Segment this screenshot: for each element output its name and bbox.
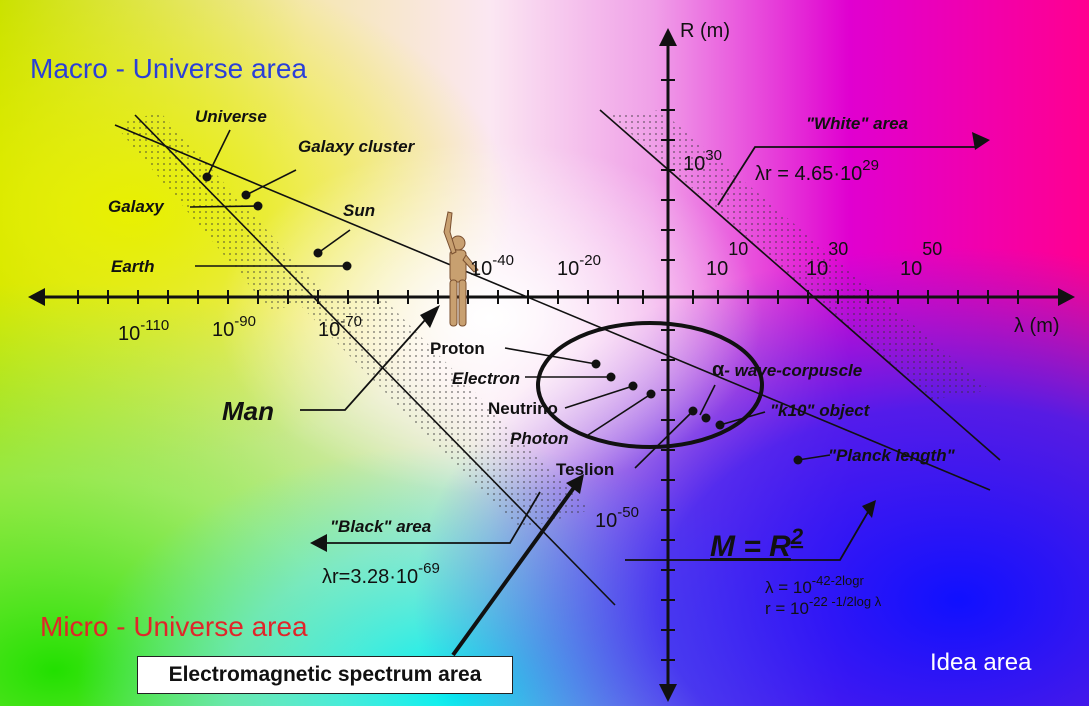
main-scale-line bbox=[114, 124, 991, 491]
k10-label: "k10" object bbox=[770, 401, 871, 420]
wave-corpuscle-label: α- wave-corpuscle bbox=[712, 359, 862, 381]
x-axis-ticks bbox=[77, 290, 1019, 304]
mass-formula: M = R2 bbox=[710, 524, 804, 563]
x-tick-neg-70: 10-70 bbox=[318, 313, 362, 341]
galaxy-cluster-label: Galaxy cluster bbox=[298, 137, 416, 156]
white-area-formula: λr = 4.65·1029 bbox=[755, 157, 879, 185]
white-area-label: "White" area bbox=[806, 114, 908, 133]
axes bbox=[28, 28, 1075, 702]
earth-label: Earth bbox=[111, 257, 154, 276]
electron-label: Electron bbox=[452, 369, 520, 388]
white-dotted-band bbox=[610, 110, 990, 400]
universe-label: Universe bbox=[195, 107, 267, 126]
y-tick-top: 1030 bbox=[683, 147, 722, 175]
electromagnetic-ellipse bbox=[536, 321, 764, 449]
x-axis-arrow-left bbox=[28, 288, 45, 306]
black-area-label: "Black" area bbox=[330, 517, 431, 536]
y-axis-arrow-down bbox=[659, 684, 677, 702]
lambda-formula: λ = 10-42-2logr bbox=[765, 573, 864, 597]
black-dotted-band bbox=[295, 300, 590, 530]
black-area-arrow bbox=[310, 534, 327, 552]
micro-area-label: Micro - Universe area bbox=[40, 611, 308, 642]
x-axis-arrow-right bbox=[1058, 288, 1075, 306]
white-area-arrow bbox=[972, 132, 990, 150]
galaxy-label: Galaxy bbox=[108, 197, 165, 216]
pointer-lines bbox=[189, 129, 831, 469]
em-callout-arrow-line bbox=[451, 480, 580, 657]
man-pointer-arrow bbox=[420, 305, 440, 328]
man-pointer-line bbox=[300, 319, 426, 411]
x-tick-neg-110: 10-110 bbox=[118, 317, 169, 345]
diagonal-lines bbox=[114, 109, 1001, 606]
y-tick-bottom: 10-50 bbox=[595, 504, 639, 532]
y-axis-ticks bbox=[661, 79, 675, 661]
macro-dotted-band bbox=[115, 112, 330, 310]
dotted-bands bbox=[115, 110, 990, 530]
sun-label: Sun bbox=[343, 201, 375, 220]
idea-area-label: Idea area bbox=[930, 649, 1032, 676]
man-figure bbox=[443, 211, 479, 327]
macro-area-label: Macro - Universe area bbox=[30, 53, 307, 84]
mass-formula-arrow bbox=[862, 500, 876, 518]
white-boundary-line bbox=[599, 109, 1001, 461]
em-callout-arrow-head bbox=[566, 474, 584, 494]
x-tick-neg-40: 10-40 bbox=[470, 252, 514, 280]
mass-formula-line bbox=[625, 511, 869, 561]
black-area-line bbox=[320, 491, 541, 544]
teslion-label: Teslion bbox=[556, 460, 614, 479]
x-tick-pos-30: 1030 bbox=[806, 239, 848, 280]
white-area-line bbox=[717, 146, 975, 206]
black-boundary-line bbox=[134, 114, 616, 606]
proton-label: Proton bbox=[430, 339, 485, 358]
x-tick-neg-20: 10-20 bbox=[557, 252, 601, 280]
x-tick-pos-10: 1010 bbox=[706, 239, 748, 280]
black-area-formula: λr=3.28·10-69 bbox=[322, 560, 440, 588]
y-axis-arrow-up bbox=[659, 28, 677, 46]
neutrino-label: Neutrino bbox=[488, 399, 558, 418]
x-tick-pos-50: 1050 bbox=[900, 239, 942, 280]
planck-label: "Planck length" bbox=[828, 446, 956, 465]
r-formula: r = 10-22 -1/2log λ bbox=[765, 594, 882, 618]
photon-label: Photon bbox=[510, 429, 569, 448]
x-axis-label: λ (m) bbox=[1014, 315, 1060, 337]
man-label: Man bbox=[222, 396, 274, 426]
electromagnetic-spectrum-callout: Electromagnetic spectrum area bbox=[137, 656, 513, 694]
wave-corpuscle-point bbox=[701, 413, 711, 423]
x-tick-neg-90: 10-90 bbox=[212, 313, 256, 341]
y-axis-label: R (m) bbox=[680, 20, 730, 42]
